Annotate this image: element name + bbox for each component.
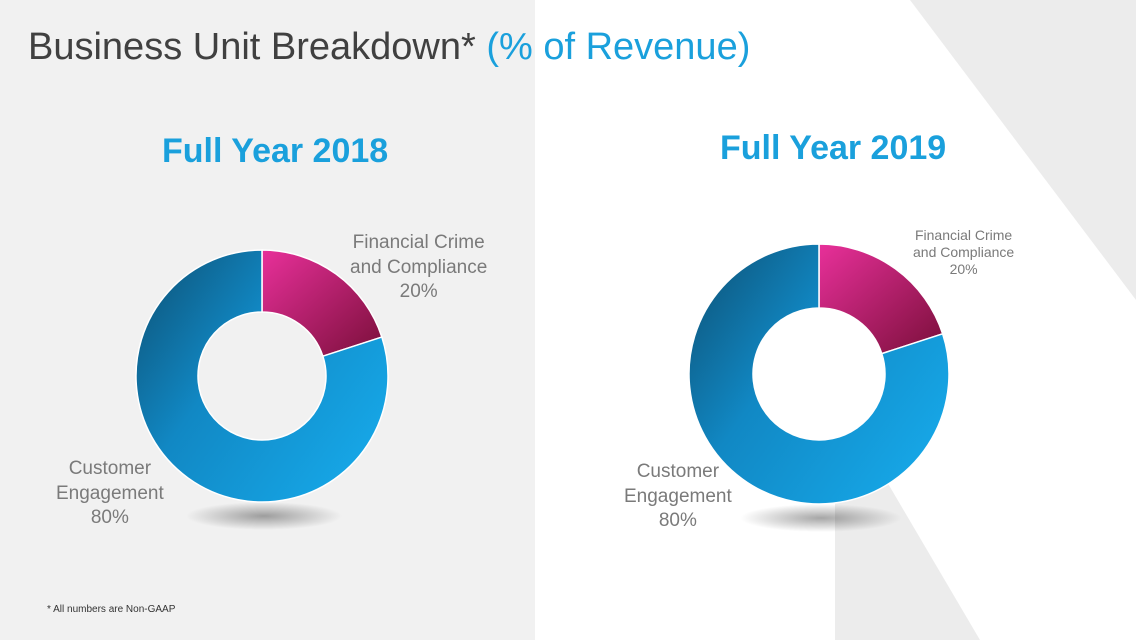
slice-label-2019-customer-engagement: Customer Engagement 80% [624, 460, 732, 534]
chart-title-2019: Full Year 2019 [720, 129, 947, 167]
donut-shadow [740, 504, 902, 532]
label-line: Engagement [624, 485, 732, 507]
title-accent: (% of Revenue) [486, 26, 751, 68]
slice-label-2018-financial-crime: Financial Crime and Compliance 20% [350, 231, 487, 305]
footnote: * All numbers are Non-GAAP [47, 604, 176, 615]
title-main: Business Unit Breakdown* [28, 26, 476, 68]
slice-financial-crime [818, 243, 944, 355]
label-line: 20% [949, 260, 978, 277]
slice-label-2019-financial-crime: Financial Crime and Compliance 20% [913, 227, 1014, 277]
donut-chart-2019 [688, 243, 950, 532]
label-line: Customer [68, 458, 152, 479]
label-line: Engagement [56, 482, 164, 504]
label-line: Financial Crime [914, 227, 1013, 243]
label-line: and Compliance [350, 256, 488, 278]
slice-customer-engagement [135, 249, 389, 503]
label-line: 20% [399, 281, 438, 303]
slice-label-2018-customer-engagement: Customer Engagement 80% [56, 457, 164, 531]
label-line: Customer [636, 461, 720, 482]
label-line: 80% [658, 510, 697, 532]
slide-title: Business Unit Breakdown* (% of Revenue) [28, 26, 750, 69]
label-line: and Compliance [913, 243, 1015, 260]
slice-customer-engagement [688, 243, 950, 505]
label-line: Financial Crime [352, 232, 485, 253]
donut-chart-2018 [135, 249, 389, 530]
donut-shadow [185, 502, 343, 530]
label-line: 80% [90, 507, 129, 529]
chart-title-2018: Full Year 2018 [162, 132, 389, 170]
